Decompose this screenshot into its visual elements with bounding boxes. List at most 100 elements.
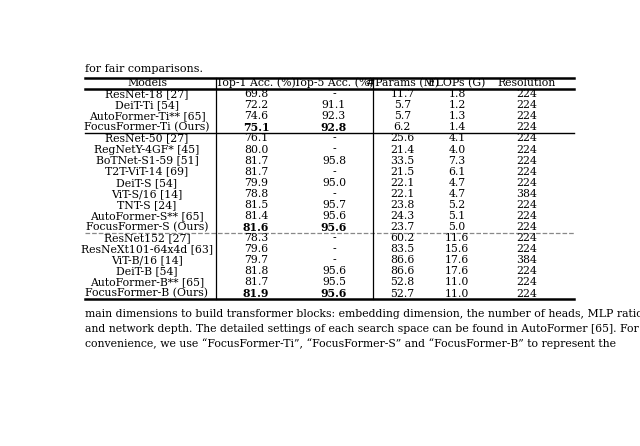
Text: 95.5: 95.5 [322, 277, 346, 288]
Text: 11.6: 11.6 [445, 233, 469, 243]
Text: 95.6: 95.6 [321, 222, 347, 232]
Text: 224: 224 [516, 233, 537, 243]
Text: 224: 224 [516, 266, 537, 277]
Text: 5.2: 5.2 [449, 200, 465, 210]
Text: 5.7: 5.7 [394, 100, 411, 110]
Text: 224: 224 [516, 244, 537, 254]
Text: DeiT-B [54]: DeiT-B [54] [116, 266, 178, 277]
Text: main dimensions to build transformer blocks: embedding dimension, the number of : main dimensions to build transformer blo… [85, 310, 640, 349]
Text: 4.0: 4.0 [449, 145, 465, 155]
Text: 224: 224 [516, 277, 537, 288]
Text: 15.6: 15.6 [445, 244, 469, 254]
Text: 79.7: 79.7 [244, 255, 268, 265]
Text: 81.9: 81.9 [243, 288, 269, 299]
Text: DeiT-Ti [54]: DeiT-Ti [54] [115, 100, 179, 110]
Text: FocusFormer-B (Ours): FocusFormer-B (Ours) [86, 289, 209, 299]
Text: 95.0: 95.0 [322, 178, 346, 188]
Text: AutoFormer-Ti** [65]: AutoFormer-Ti** [65] [89, 112, 205, 121]
Text: 22.1: 22.1 [390, 189, 415, 199]
Text: 224: 224 [516, 178, 537, 188]
Text: 25.6: 25.6 [390, 133, 415, 144]
Text: ResNet-50 [27]: ResNet-50 [27] [106, 133, 189, 144]
Text: 81.7: 81.7 [244, 277, 268, 288]
Text: ResNet152 [27]: ResNet152 [27] [104, 233, 190, 243]
Text: BoTNet-S1-59 [51]: BoTNet-S1-59 [51] [95, 156, 198, 165]
Text: 224: 224 [516, 156, 537, 165]
Text: 384: 384 [516, 189, 537, 199]
Text: ViT-B/16 [14]: ViT-B/16 [14] [111, 255, 183, 265]
Text: 5.1: 5.1 [449, 211, 465, 221]
Text: 95.6: 95.6 [322, 211, 346, 221]
Text: 95.8: 95.8 [322, 156, 346, 165]
Text: 81.8: 81.8 [244, 266, 268, 277]
Text: Resolution: Resolution [497, 78, 556, 88]
Text: 224: 224 [516, 222, 537, 232]
Text: 21.4: 21.4 [390, 145, 415, 155]
Text: 23.8: 23.8 [390, 200, 415, 210]
Text: 75.1: 75.1 [243, 122, 269, 133]
Text: 5.0: 5.0 [449, 222, 465, 232]
Text: TNT-S [24]: TNT-S [24] [117, 200, 177, 210]
Text: 1.3: 1.3 [448, 112, 466, 121]
Text: 95.6: 95.6 [321, 288, 347, 299]
Text: Top-5 Acc. (%): Top-5 Acc. (%) [294, 78, 374, 88]
Text: 81.5: 81.5 [244, 200, 268, 210]
Text: 11.0: 11.0 [445, 289, 469, 298]
Text: 224: 224 [516, 211, 537, 221]
Text: 95.7: 95.7 [322, 200, 346, 210]
Text: 23.7: 23.7 [390, 222, 415, 232]
Text: 4.7: 4.7 [449, 189, 465, 199]
Text: 33.5: 33.5 [390, 156, 415, 165]
Text: -: - [332, 133, 336, 144]
Text: 224: 224 [516, 100, 537, 110]
Text: AutoFormer-S** [65]: AutoFormer-S** [65] [90, 211, 204, 221]
Text: 4.1: 4.1 [449, 133, 465, 144]
Text: 86.6: 86.6 [390, 255, 415, 265]
Text: 78.3: 78.3 [244, 233, 268, 243]
Text: FLOPs (G): FLOPs (G) [428, 78, 486, 88]
Text: 21.5: 21.5 [390, 167, 415, 177]
Text: #Params (M): #Params (M) [366, 78, 439, 88]
Text: 224: 224 [516, 145, 537, 155]
Text: 11.0: 11.0 [445, 277, 469, 288]
Text: 69.8: 69.8 [244, 89, 268, 99]
Text: 78.8: 78.8 [244, 189, 268, 199]
Text: 1.2: 1.2 [448, 100, 466, 110]
Text: 92.8: 92.8 [321, 122, 347, 133]
Text: 60.2: 60.2 [390, 233, 415, 243]
Text: 224: 224 [516, 89, 537, 99]
Text: 7.3: 7.3 [449, 156, 465, 165]
Text: 74.6: 74.6 [244, 112, 268, 121]
Text: 91.1: 91.1 [322, 100, 346, 110]
Text: 22.1: 22.1 [390, 178, 415, 188]
Text: 224: 224 [516, 167, 537, 177]
Text: -: - [332, 89, 336, 99]
Text: FocusFormer-Ti (Ours): FocusFormer-Ti (Ours) [84, 122, 210, 132]
Text: 224: 224 [516, 289, 537, 298]
Text: -: - [332, 255, 336, 265]
Text: 86.6: 86.6 [390, 266, 415, 277]
Text: 24.3: 24.3 [390, 211, 415, 221]
Text: 224: 224 [516, 112, 537, 121]
Text: 83.5: 83.5 [390, 244, 415, 254]
Text: 384: 384 [516, 255, 537, 265]
Text: 52.7: 52.7 [390, 289, 415, 298]
Text: Top-1 Acc. (%): Top-1 Acc. (%) [216, 78, 296, 88]
Text: 76.1: 76.1 [244, 133, 268, 144]
Text: 224: 224 [516, 133, 537, 144]
Text: FocusFormer-S (Ours): FocusFormer-S (Ours) [86, 222, 208, 232]
Text: ResNet-18 [27]: ResNet-18 [27] [105, 89, 189, 99]
Text: -: - [332, 167, 336, 177]
Text: 11.7: 11.7 [390, 89, 415, 99]
Text: -: - [332, 145, 336, 155]
Text: 72.2: 72.2 [244, 100, 268, 110]
Text: 92.3: 92.3 [322, 112, 346, 121]
Text: RegNetY-4GF* [45]: RegNetY-4GF* [45] [94, 145, 200, 155]
Text: 224: 224 [516, 122, 537, 132]
Text: 6.1: 6.1 [448, 167, 466, 177]
Text: Models: Models [127, 78, 167, 88]
Text: T2T-ViT-14 [69]: T2T-ViT-14 [69] [106, 167, 189, 177]
Text: 79.6: 79.6 [244, 244, 268, 254]
Text: 81.7: 81.7 [244, 156, 268, 165]
Text: 17.6: 17.6 [445, 255, 469, 265]
